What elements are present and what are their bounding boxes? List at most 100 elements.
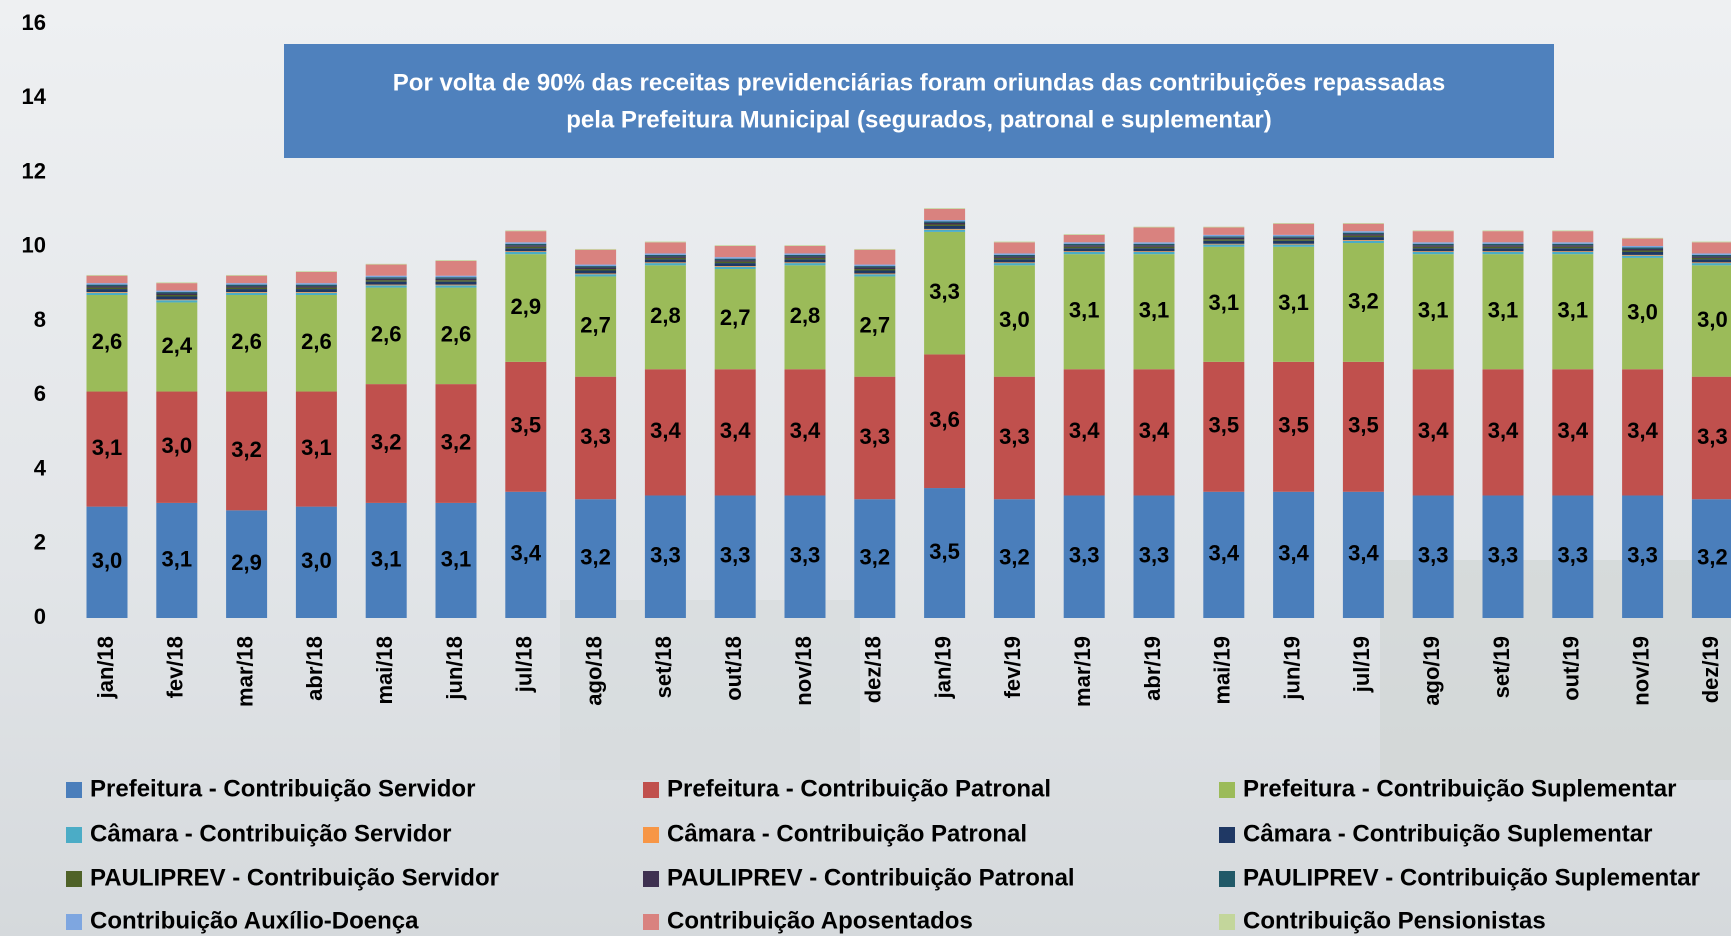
bar-segment — [505, 245, 547, 247]
value-label: 3,1 — [162, 546, 193, 571]
bar-segment — [1412, 254, 1454, 370]
bar-segment — [295, 391, 337, 507]
bar-segment — [993, 263, 1035, 266]
x-tick-label: mar/18 — [232, 636, 257, 707]
bar-segment — [1691, 259, 1731, 263]
annotation-line: Por volta de 90% das receitas previdenci… — [393, 69, 1445, 96]
bar-segment — [365, 263, 407, 265]
bar-segment — [365, 277, 407, 279]
bar-segment — [1552, 230, 1594, 232]
y-tick-label: 8 — [34, 307, 46, 332]
value-label: 3,4 — [1558, 418, 1589, 443]
bar-segment — [505, 248, 547, 252]
bar-segment — [924, 228, 966, 230]
bar-segment — [575, 266, 617, 268]
bar-segment — [714, 495, 756, 618]
bar-segment — [1273, 243, 1315, 245]
bar-segment — [1133, 254, 1175, 370]
bar-segment — [295, 286, 337, 288]
value-label: 3,4 — [1418, 418, 1449, 443]
bar-segment — [644, 262, 686, 264]
bar-segment — [86, 286, 128, 288]
x-tick-label: jul/18 — [512, 636, 537, 693]
bar-segment — [714, 257, 756, 259]
bar-segment — [1273, 491, 1315, 618]
value-label: 2,6 — [371, 322, 402, 347]
bar-segment — [86, 292, 128, 296]
value-label: 3,2 — [1697, 544, 1728, 569]
bar-segment — [1412, 243, 1454, 246]
value-label: 3,3 — [790, 543, 821, 568]
bar-segment — [575, 264, 617, 267]
value-label: 3,4 — [1627, 418, 1658, 443]
value-label: 3,3 — [1139, 543, 1170, 568]
bar-segment — [1691, 242, 1731, 254]
y-tick-label: 16 — [22, 10, 46, 35]
bar-segment — [1622, 255, 1664, 258]
value-label: 3,4 — [1348, 541, 1379, 566]
value-label: 2,9 — [231, 550, 262, 575]
value-label: 3,2 — [231, 437, 262, 462]
bar-segment — [226, 295, 268, 392]
bar-segment — [1063, 243, 1105, 246]
bar-segment — [156, 299, 198, 301]
bar-segment — [1133, 226, 1175, 228]
bar-segment — [435, 281, 477, 285]
bar-segment — [1133, 242, 1175, 244]
x-tick-label: mai/18 — [372, 636, 397, 705]
bar-segment — [295, 271, 337, 272]
legend-label: PAULIPREV - Contribuição Suplementar — [1243, 864, 1700, 891]
value-label: 3,0 — [999, 307, 1030, 332]
bar-segment — [1482, 248, 1524, 252]
value-label: 3,2 — [580, 544, 611, 569]
bar-segment — [644, 256, 686, 258]
bar-segment — [1622, 257, 1664, 370]
bar-segment — [435, 275, 477, 278]
bar-segment — [1482, 243, 1524, 246]
value-label: 3,4 — [1069, 418, 1100, 443]
bar-segment — [993, 265, 1035, 377]
bar-segment — [1691, 265, 1731, 377]
value-label: 3,5 — [1348, 413, 1379, 438]
bar-segment — [784, 263, 826, 266]
x-tick-label: nov/18 — [791, 636, 816, 706]
bar-segment — [1273, 234, 1315, 237]
value-label: 2,7 — [720, 305, 751, 330]
value-label: 3,1 — [1418, 298, 1449, 323]
bar-segment — [784, 265, 826, 370]
value-label: 3,5 — [1278, 413, 1309, 438]
bar-segment — [854, 276, 896, 377]
bar-segment — [226, 287, 268, 290]
legend-label: Câmara - Contribuição Suplementar — [1243, 820, 1652, 847]
bar-segment — [575, 276, 617, 377]
bar-segment — [784, 253, 826, 255]
bar-segment — [993, 253, 1035, 255]
value-label: 3,4 — [1278, 541, 1309, 566]
bar-segment — [1412, 251, 1454, 255]
bar-segment — [1412, 245, 1454, 247]
value-label: 3,1 — [1139, 298, 1170, 323]
bar-segment — [993, 499, 1035, 618]
value-label: 3,1 — [371, 546, 402, 571]
y-tick-label: 0 — [34, 604, 46, 629]
bar-segment — [1273, 244, 1315, 247]
bar-segment — [575, 270, 617, 274]
y-tick-label: 10 — [22, 233, 46, 258]
bar-segment — [1622, 246, 1664, 248]
bar-segment — [1342, 235, 1384, 238]
bar-segment — [1622, 247, 1664, 249]
value-label: 3,0 — [92, 548, 123, 573]
bar-segment — [575, 274, 617, 277]
bar-segment — [1622, 254, 1664, 256]
legend-swatch — [66, 782, 82, 798]
bar-segment — [365, 278, 407, 281]
bar-segment — [365, 275, 407, 278]
bar-segment — [924, 221, 966, 223]
bar-segment — [86, 506, 128, 618]
value-label: 3,2 — [860, 544, 891, 569]
value-label: 3,4 — [1139, 418, 1170, 443]
bar-segment — [784, 369, 826, 496]
bar-segment — [295, 289, 337, 293]
bar-segment — [1133, 248, 1175, 252]
